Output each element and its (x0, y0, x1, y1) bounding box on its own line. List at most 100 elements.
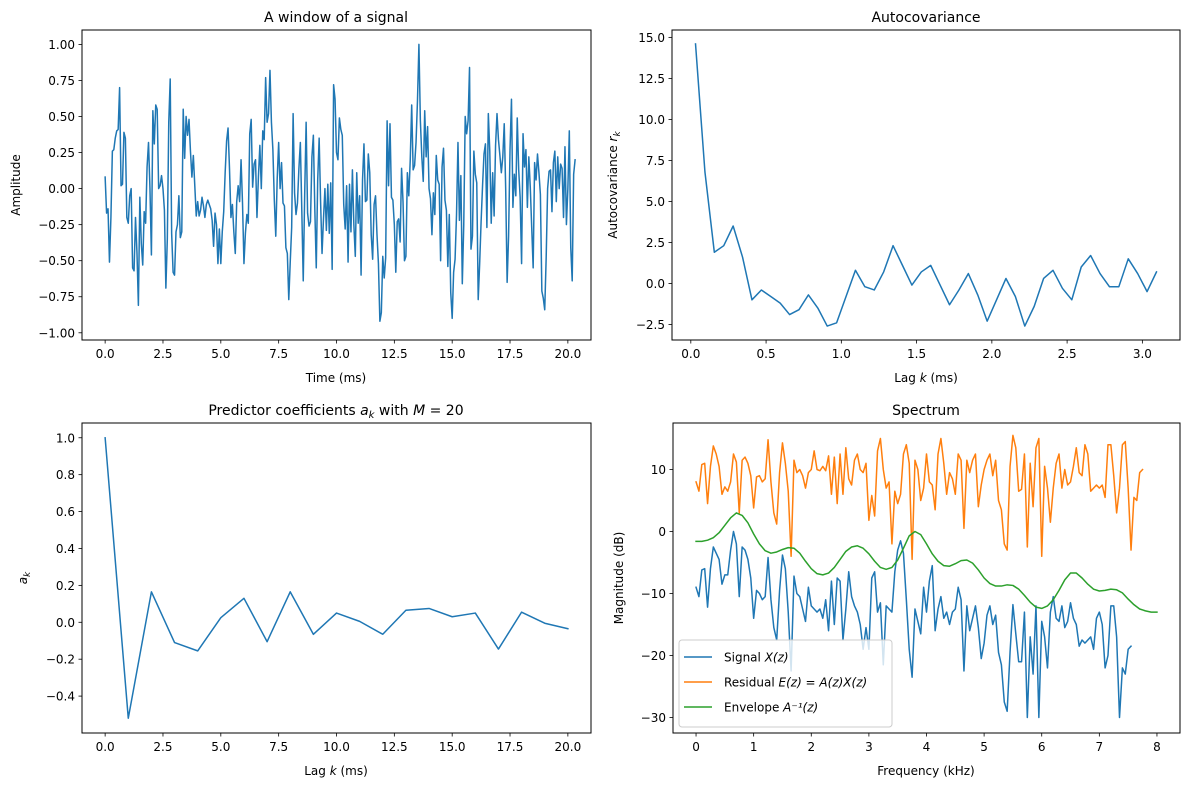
x-tick-label: 12.5 (381, 740, 408, 754)
y-tick-label: 0.50 (48, 110, 75, 124)
x-tick-label: 0.0 (681, 347, 700, 361)
title-part2: with (374, 403, 413, 419)
title-sub: k (369, 410, 376, 421)
y-tick-label: −0.25 (38, 218, 75, 232)
y-axis-ticks: −2.5 0.0 2.5 5.0 7.5 10.0 12.5 15.0 (636, 31, 672, 332)
y-label-sub: k (23, 571, 33, 577)
chart-title: Predictor coefficients ak with M = 20 (208, 403, 463, 421)
series-line-coefficients (104, 436, 569, 719)
chart-title: Spectrum (892, 403, 960, 419)
y-axis-label: ak (16, 571, 33, 584)
x-tick-label: 7.5 (269, 347, 288, 361)
x-tick-label: 0.0 (96, 740, 115, 754)
x-label-suffix: (ms) (927, 371, 958, 385)
y-tick-label: −0.75 (38, 290, 75, 304)
y-tick-label: 0.25 (48, 146, 75, 160)
x-tick-label: 15.0 (439, 347, 466, 361)
title-var-m: M (413, 403, 425, 419)
y-tick-label: 10.0 (638, 113, 665, 127)
x-tick-label: 17.5 (497, 347, 524, 361)
x-tick-label: 15.0 (439, 740, 466, 754)
axes-frame (671, 29, 1181, 341)
x-tick-label: 5.0 (211, 347, 230, 361)
legend-entry-label: Residual E(z) = A(z)X(z) (724, 676, 867, 690)
x-tick-label: 3.0 (1133, 347, 1152, 361)
y-tick-label: 0.75 (48, 74, 75, 88)
y-label-prefix: Autocovariance (606, 141, 620, 238)
x-axis-label: Lag k (ms) (304, 764, 368, 778)
x-tick-label: 17.5 (497, 740, 524, 754)
x-axis-ticks: 0 1 2 3 4 5 6 7 8 (692, 733, 1161, 754)
plot-area (694, 43, 1158, 327)
y-tick-label: 0.2 (56, 579, 75, 593)
x-axis-ticks: 0.0 2.5 5.0 7.5 10.0 12.5 15.0 17.5 20.0 (96, 733, 582, 754)
x-tick-label: 3 (865, 740, 873, 754)
x-tick-label: 6 (1038, 740, 1046, 754)
y-tick-label: −0.4 (46, 690, 75, 704)
series-line-envelope-a-1-z (695, 512, 1158, 613)
series-line-residual-e-z-a-z-x-z (695, 434, 1144, 561)
y-tick-label: −0.2 (46, 653, 75, 667)
y-tick-label: −0.50 (38, 254, 75, 268)
x-tick-label: 1.0 (832, 347, 851, 361)
x-tick-label: 0.5 (757, 347, 776, 361)
legend-frame (678, 639, 893, 728)
x-tick-label: 0.0 (96, 347, 115, 361)
x-tick-label: 0 (692, 740, 700, 754)
y-axis-label: Amplitude (9, 154, 23, 216)
x-tick-label: 2.0 (982, 347, 1001, 361)
y-tick-label: 7.5 (646, 154, 665, 168)
y-tick-label: 12.5 (638, 72, 665, 86)
x-axis-ticks: 0.0 2.5 5.0 7.5 10.0 12.5 15.0 17.5 20.0 (96, 340, 582, 361)
title-eq: = 20 (425, 403, 463, 419)
x-tick-label: 7 (1096, 740, 1104, 754)
x-label-prefix: Lag (894, 371, 919, 385)
y-tick-label: 0 (658, 525, 666, 539)
series-line-signal (104, 43, 576, 323)
x-axis-ticks: 0.0 0.5 1.0 1.5 2.0 2.5 3.0 (681, 340, 1152, 361)
y-tick-label: 15.0 (638, 31, 665, 45)
x-tick-label: 12.5 (381, 347, 408, 361)
x-label-var: k (920, 371, 928, 385)
x-tick-label: 4 (923, 740, 931, 754)
x-tick-label: 2 (807, 740, 815, 754)
x-tick-label: 10.0 (323, 740, 350, 754)
legend: Signal X(z) Residual E(z) = A(z)X(z) Envel… (678, 639, 893, 728)
y-tick-label: 0.00 (48, 182, 75, 196)
x-tick-label: 10.0 (323, 347, 350, 361)
y-tick-label: 0.4 (56, 542, 75, 556)
y-tick-label: −1.00 (38, 326, 75, 340)
y-tick-label: −20 (641, 649, 666, 663)
panel-signal-window: A window of a signal 0.0 2.5 5.0 7.5 10.0 12.… (9, 10, 592, 385)
x-tick-label: 2.5 (153, 740, 172, 754)
y-tick-label: −10 (641, 587, 666, 601)
series-line-autocovariance (694, 43, 1158, 327)
x-tick-label: 5.0 (211, 740, 230, 754)
x-axis-label: Time (ms) (305, 371, 367, 385)
x-tick-label: 7.5 (269, 740, 288, 754)
y-tick-label: 0.6 (56, 505, 75, 519)
panel-predictor-coefficients: Predictor coefficients ak with M = 20 0.… (16, 403, 592, 778)
x-tick-label: 1 (750, 740, 758, 754)
x-axis-label: Lag k (ms) (894, 371, 958, 385)
plot-area (104, 436, 569, 719)
title-part: Predictor coefficients (208, 403, 360, 419)
x-tick-label: 1.5 (907, 347, 926, 361)
y-tick-label: 0.0 (646, 277, 665, 291)
chart-title: Autocovariance (871, 10, 980, 26)
x-label-suffix: (ms) (337, 764, 368, 778)
x-tick-label: 20.0 (555, 347, 582, 361)
y-tick-label: −30 (641, 711, 666, 725)
x-tick-label: 20.0 (555, 740, 582, 754)
y-tick-label: 1.00 (48, 38, 75, 52)
x-label-prefix: Lag (304, 764, 329, 778)
title-var: a (360, 403, 369, 419)
plot-area (695, 434, 1158, 719)
y-label-var: r (606, 135, 620, 141)
panel-spectrum: Spectrum 0 1 2 3 4 5 6 7 8 −30 −20 −10 0 10 Frequenc… (612, 403, 1181, 778)
series-line-signal-x-z (695, 530, 1133, 719)
y-tick-label: 5.0 (646, 195, 665, 209)
y-tick-label: −2.5 (636, 318, 665, 332)
y-axis-ticks: −30 −20 −10 0 10 (641, 463, 673, 725)
y-tick-label: 0.8 (56, 468, 75, 482)
